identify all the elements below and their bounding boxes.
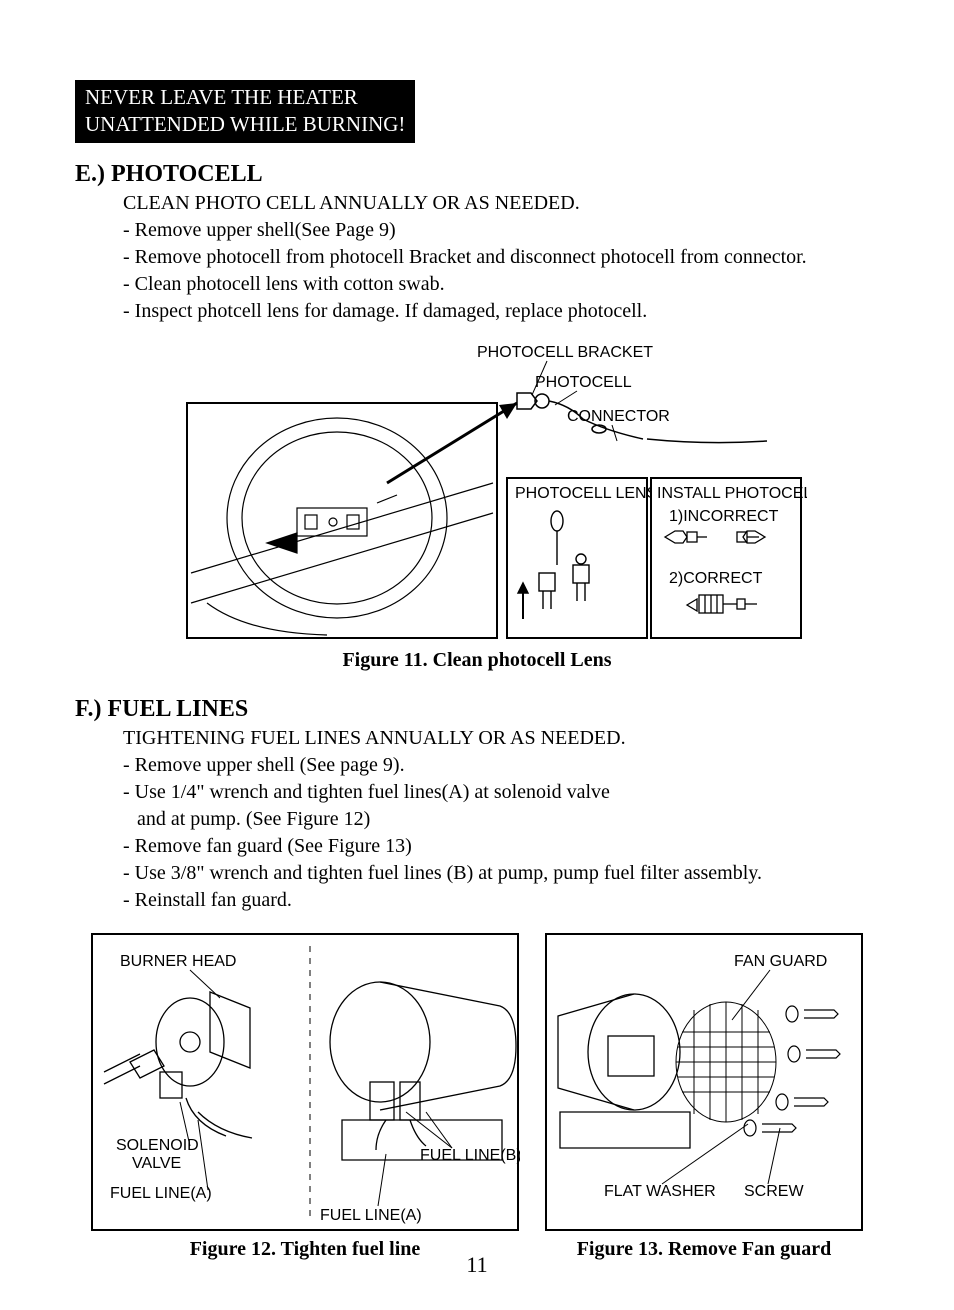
figure-11-left-box (187, 403, 497, 638)
label-incorrect: 1)INCORRECT (669, 508, 779, 525)
bullet: Remove upper shell (See page 9). (123, 752, 879, 779)
figure-11-caption: Figure 11. Clean photocell Lens (75, 649, 879, 672)
label-photocell: PHOTOCELL (535, 374, 632, 391)
warning-line-1: NEVER LEAVE THE HEATER (85, 85, 358, 109)
bullet: Use 1/4" wrench and tighten fuel lines(A… (123, 779, 879, 806)
warning-box: NEVER LEAVE THE HEATER UNATTENDED WHILE … (75, 80, 415, 143)
figure-11-install-box (651, 478, 801, 638)
figure-13-col: FAN GUARD FLAT WASHER SCREW (544, 932, 864, 1261)
label-flat-washer: FLAT WASHER (604, 1183, 716, 1200)
section-f-heading: F.) FUEL LINES (75, 696, 879, 723)
bullet: Reinstall fan guard. (123, 887, 879, 914)
label-burner-head: BURNER HEAD (120, 953, 236, 970)
label-connector: CONNECTOR (567, 408, 670, 425)
bullet-indent: and at pump. (See Figure 12) (137, 806, 879, 833)
section-f-subhead: TIGHTENING FUEL LINES ANNUALLY OR AS NEE… (123, 727, 879, 750)
page: NEVER LEAVE THE HEATER UNATTENDED WHILE … (0, 0, 954, 1310)
section-e-subhead: CLEAN PHOTO CELL ANNUALLY OR AS NEEDED. (123, 192, 879, 215)
section-e-bullets: Remove upper shell(See Page 9) Remove ph… (123, 217, 879, 325)
figure-12-svg: BURNER HEAD SOLENOID VALVE FUEL LINE(A) … (90, 932, 520, 1232)
bullet: Remove fan guard (See Figure 13) (123, 833, 879, 860)
label-fuel-line-a-left: FUEL LINE(A) (110, 1185, 212, 1202)
figure-11-lens-box (507, 478, 647, 638)
label-correct: 2)CORRECT (669, 570, 763, 587)
section-f-bullets: Remove upper shell (See page 9). Use 1/4… (123, 752, 879, 914)
bullet: Inspect photcell lens for damage. If dam… (123, 298, 879, 325)
bullet: Remove upper shell(See Page 9) (123, 217, 879, 244)
bullet: Use 3/8" wrench and tighten fuel lines (… (123, 860, 879, 887)
label-photocell-lens: PHOTOCELL LENS (515, 485, 657, 502)
label-fuel-line-b: FUEL LINE(B) (420, 1147, 520, 1164)
figure-11-svg: PHOTOCELL BRACKET PHOTOCELL CONNECTOR (147, 343, 807, 643)
label-solenoid-2: VALVE (132, 1155, 181, 1172)
bullet: Clean photocell lens with cotton swab. (123, 271, 879, 298)
warning-line-2: UNATTENDED WHILE BURNING! (85, 112, 405, 136)
label-fan-guard: FAN GUARD (734, 953, 827, 970)
label-photocell-bracket: PHOTOCELL BRACKET (477, 344, 653, 361)
figure-13-svg: FAN GUARD FLAT WASHER SCREW (544, 932, 864, 1232)
figures-12-13-row: BURNER HEAD SOLENOID VALVE FUEL LINE(A) … (75, 932, 879, 1261)
label-install-photocell: INSTALL PHOTOCELL (657, 485, 807, 502)
figure-12-col: BURNER HEAD SOLENOID VALVE FUEL LINE(A) … (90, 932, 520, 1261)
page-number: 11 (0, 1252, 954, 1278)
label-solenoid-1: SOLENOID (116, 1137, 199, 1154)
section-e-heading: E.) PHOTOCELL (75, 161, 879, 188)
label-screw: SCREW (744, 1183, 804, 1200)
bullet: Remove photocell from photocell Bracket … (123, 244, 879, 271)
figure-11-area: PHOTOCELL BRACKET PHOTOCELL CONNECTOR (75, 343, 879, 643)
label-fuel-line-a-right: FUEL LINE(A) (320, 1207, 422, 1224)
